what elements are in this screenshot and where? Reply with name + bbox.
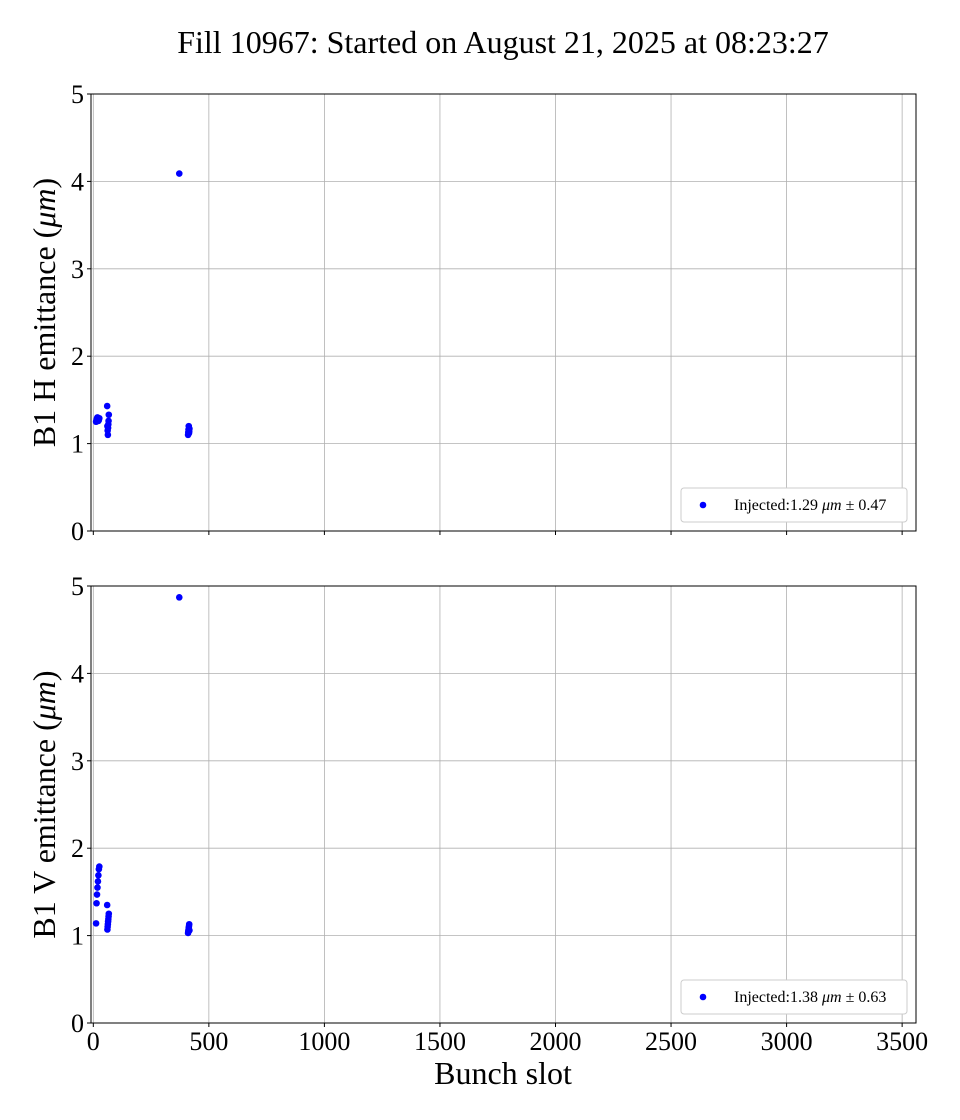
h-data-point — [186, 425, 193, 433]
h-legend-text: Injected:1.29 μm ± 0.47 — [734, 497, 886, 514]
v-data-point — [94, 884, 101, 891]
v-x-tick-label: 1000 — [298, 1027, 350, 1056]
chart-title: Fill 10967: Started on August 21, 2025 a… — [177, 24, 829, 60]
h-data-point — [103, 402, 111, 410]
v-legend-text: Injected:1.38 μm ± 0.63 — [734, 989, 886, 1006]
v-y-tick-label: 1 — [71, 922, 84, 951]
h-data-point — [96, 414, 103, 422]
v-y-tick-label: 3 — [71, 747, 84, 776]
h-data-point — [105, 417, 112, 425]
v-y-tick-label: 0 — [71, 1009, 84, 1038]
h-y-tick-label: 2 — [71, 342, 84, 371]
v-data-point — [103, 901, 111, 909]
h-y-tick-label: 4 — [71, 167, 84, 196]
v-x-tick-label: 3500 — [876, 1027, 928, 1056]
v-data-point — [175, 594, 183, 601]
v-x-tick-label: 500 — [189, 1027, 228, 1056]
h-legend — [680, 487, 908, 523]
v-x-axis-label: Bunch slot — [434, 1055, 572, 1091]
v-data-point — [186, 927, 193, 934]
v-data-point — [94, 878, 102, 885]
h-y-tick-label: 0 — [71, 517, 84, 546]
v-y-tick-label: 2 — [71, 834, 84, 863]
v-x-tick-label: 2500 — [645, 1027, 697, 1056]
v-data-point — [95, 871, 102, 879]
v-data-point — [96, 863, 103, 870]
v-data-point — [105, 910, 113, 918]
v-legend — [680, 979, 908, 1015]
v-x-tick-label: 1500 — [414, 1027, 466, 1056]
v-x-tick-label: 3000 — [761, 1027, 813, 1056]
v-legend-marker — [699, 993, 707, 1001]
h-y-tick-label: 3 — [71, 255, 84, 284]
v-x-tick-label: 2000 — [529, 1027, 581, 1056]
h-data-point — [104, 431, 112, 439]
h-y-tick-label: 5 — [71, 80, 84, 109]
h-data-point — [175, 170, 183, 177]
v-y-tick-label: 5 — [71, 572, 84, 601]
v-data-point — [93, 899, 100, 907]
h-y-axis-label: B1 H emittance (μm) — [26, 178, 62, 447]
h-y-tick-label: 1 — [71, 430, 84, 459]
v-y-axis-label: B1 V emittance (μm) — [26, 670, 62, 938]
emittance-v-panel: 0 500 1000 1500 2000 2500 3000 3500 0 1 2 3 4 5 B1 V e… — [26, 572, 928, 1091]
h-legend-marker — [699, 501, 707, 509]
h-data-point — [105, 411, 113, 419]
v-plot-frame — [90, 585, 917, 1024]
h-plot-frame — [90, 93, 917, 532]
v-data-point — [185, 920, 193, 928]
v-x-tick-label: 0 — [87, 1027, 100, 1056]
v-data-point — [92, 920, 100, 927]
v-data-point — [93, 891, 101, 898]
v-y-tick-label: 4 — [71, 659, 84, 688]
emittance-h-panel: 0 1 2 3 4 5 B1 H emittance (μm) Injected:1.29 μ… — [26, 80, 917, 546]
